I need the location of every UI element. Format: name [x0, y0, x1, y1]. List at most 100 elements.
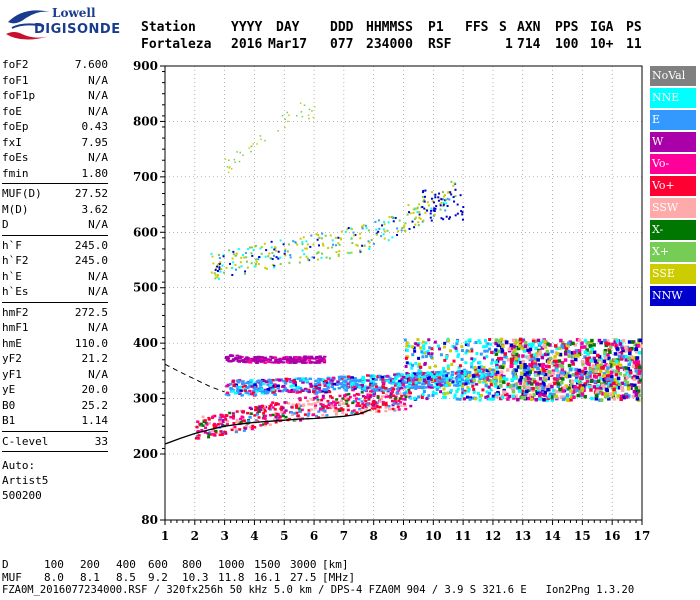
x-tick-label: 5	[280, 529, 288, 543]
echo-point	[333, 409, 337, 413]
echo-point	[244, 251, 247, 254]
echo-point	[463, 389, 467, 393]
echo-point	[481, 388, 485, 392]
y-tick-label: 400	[133, 336, 158, 350]
echo-point	[242, 429, 246, 432]
echo-point	[321, 232, 324, 235]
echo-point	[443, 392, 447, 396]
echo-point	[516, 365, 521, 369]
echo-point	[306, 243, 309, 246]
echo-point	[461, 384, 465, 388]
echo-point	[263, 417, 267, 420]
echo-point	[214, 274, 217, 277]
echo-point	[371, 381, 376, 384]
echo-point	[335, 410, 339, 413]
echo-point	[332, 401, 336, 404]
echo-point	[235, 391, 240, 395]
echo-point	[375, 386, 379, 390]
echo-point	[520, 371, 524, 375]
echo-point	[575, 337, 580, 342]
echo-point	[384, 401, 388, 405]
param-value: 7.600	[74, 58, 108, 71]
header-label-1: YYYY	[231, 20, 263, 35]
echo-point	[341, 375, 346, 379]
param-label: fmin	[2, 166, 29, 180]
echo-point	[420, 386, 424, 389]
legend-entry: X-	[650, 220, 696, 240]
echo-point	[423, 198, 426, 201]
echo-point	[351, 228, 354, 231]
echo-point	[419, 346, 423, 350]
echo-point	[539, 391, 543, 395]
echo-point	[297, 360, 301, 363]
echo-point	[216, 270, 219, 273]
echo-point	[608, 345, 613, 350]
echo-point	[497, 349, 501, 354]
echo-point	[207, 418, 211, 421]
echo-point	[404, 381, 409, 384]
echo-point	[442, 387, 446, 391]
echo-point	[580, 345, 584, 349]
echo-point	[408, 227, 411, 230]
param-label: B0	[2, 398, 16, 412]
echo-point	[271, 263, 274, 266]
echo-point	[499, 373, 504, 378]
logo-swoosh-icon	[6, 10, 50, 40]
echo-point	[436, 378, 440, 381]
echo-point	[520, 396, 524, 400]
echo-point	[567, 341, 571, 345]
echo-point	[466, 377, 470, 381]
echo-point	[634, 393, 639, 397]
param-row: D N/A	[2, 217, 108, 233]
echo-point	[624, 358, 629, 362]
echo-point	[339, 377, 344, 380]
echo-point	[323, 379, 328, 383]
param-value: N/A	[88, 218, 108, 231]
echo-point	[509, 346, 513, 351]
echo-point	[272, 361, 277, 364]
echo-point	[243, 384, 248, 388]
echo-point	[387, 221, 390, 224]
echo-point	[310, 234, 313, 237]
echo-point	[414, 361, 418, 365]
echo-point	[216, 276, 219, 279]
echo-point	[536, 373, 541, 377]
echo-point	[350, 379, 355, 382]
echo-point	[262, 423, 266, 426]
echo-point	[318, 355, 322, 358]
param-divider	[2, 430, 108, 432]
echo-point	[225, 423, 229, 426]
echo-point	[577, 338, 582, 343]
echo-point	[308, 382, 313, 386]
echo-point	[348, 384, 353, 387]
direction-legend: NoVal NNE E W Vo- Vo+ SSW X- X+ SSE NNW	[650, 66, 696, 308]
echo-point	[303, 413, 307, 416]
param-value: N/A	[88, 151, 108, 164]
echo-point	[254, 384, 258, 388]
echo-point	[334, 244, 337, 247]
legend-entry: E	[650, 110, 696, 130]
echo-point	[535, 382, 539, 386]
echo-point	[536, 366, 540, 371]
echo-point	[210, 252, 213, 255]
echo-point	[587, 385, 592, 389]
echo-point	[414, 342, 418, 346]
echo-point	[255, 361, 260, 364]
echo-point	[598, 376, 603, 381]
echo-point	[529, 354, 533, 358]
echo-point	[428, 366, 432, 370]
echo-point	[550, 349, 554, 354]
echo-point	[327, 390, 332, 394]
echo-point	[434, 196, 437, 199]
echo-point	[270, 384, 275, 388]
param-value: 7.95	[81, 135, 109, 149]
echo-point	[572, 354, 577, 358]
echo-point	[582, 388, 586, 393]
echo-point	[252, 386, 256, 390]
echo-point	[346, 375, 351, 378]
echo-point	[553, 363, 557, 367]
echo-point	[637, 371, 641, 375]
echo-point	[422, 200, 425, 203]
echo-point	[517, 386, 522, 390]
echo-point	[291, 390, 295, 393]
